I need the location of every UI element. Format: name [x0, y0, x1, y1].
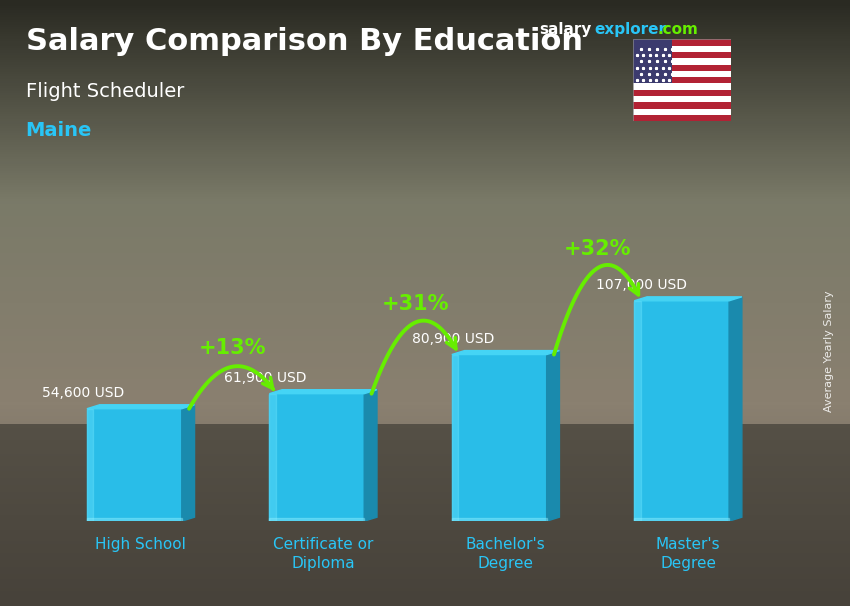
Text: .com: .com — [657, 22, 698, 38]
Text: +31%: +31% — [382, 294, 449, 314]
Bar — [633, 65, 731, 71]
Polygon shape — [87, 518, 182, 521]
Bar — [633, 39, 731, 45]
Polygon shape — [729, 297, 742, 521]
Bar — [0, 424, 850, 606]
Bar — [633, 77, 731, 84]
Text: Average Yearly Salary: Average Yearly Salary — [824, 291, 834, 412]
Polygon shape — [364, 390, 377, 521]
Polygon shape — [182, 405, 195, 521]
Polygon shape — [547, 351, 559, 521]
Text: 107,000 USD: 107,000 USD — [596, 278, 687, 292]
Bar — [633, 115, 731, 121]
Text: Certificate or
Diploma: Certificate or Diploma — [273, 536, 373, 571]
Polygon shape — [452, 518, 547, 521]
Polygon shape — [452, 355, 458, 521]
Bar — [633, 39, 672, 84]
Bar — [633, 58, 731, 65]
Bar — [633, 45, 731, 52]
Text: High School: High School — [95, 536, 186, 551]
Text: Bachelor's
Degree: Bachelor's Degree — [466, 536, 546, 571]
Polygon shape — [269, 390, 377, 394]
Text: +32%: +32% — [564, 239, 632, 259]
Bar — [633, 96, 731, 102]
Polygon shape — [634, 297, 742, 301]
Text: +13%: +13% — [199, 338, 267, 358]
Text: Salary Comparison By Education: Salary Comparison By Education — [26, 27, 582, 56]
Text: 80,900 USD: 80,900 USD — [412, 331, 495, 346]
Polygon shape — [87, 405, 195, 408]
Bar — [633, 71, 731, 77]
Polygon shape — [269, 394, 364, 521]
Bar — [633, 90, 731, 96]
Polygon shape — [269, 518, 364, 521]
Polygon shape — [634, 301, 729, 521]
Polygon shape — [452, 355, 547, 521]
Bar — [633, 102, 731, 108]
Polygon shape — [634, 518, 729, 521]
Text: Flight Scheduler: Flight Scheduler — [26, 82, 184, 101]
Text: 54,600 USD: 54,600 USD — [42, 386, 124, 400]
Text: Maine: Maine — [26, 121, 92, 140]
Polygon shape — [87, 408, 182, 521]
Text: Master's
Degree: Master's Degree — [655, 536, 720, 571]
Bar — [633, 52, 731, 58]
Bar — [633, 108, 731, 115]
Polygon shape — [634, 301, 641, 521]
Text: explorer: explorer — [594, 22, 666, 38]
Text: salary: salary — [540, 22, 592, 38]
Text: 61,900 USD: 61,900 USD — [224, 371, 307, 385]
Polygon shape — [452, 351, 559, 355]
Polygon shape — [87, 408, 94, 521]
Polygon shape — [269, 394, 275, 521]
Bar — [633, 84, 731, 90]
